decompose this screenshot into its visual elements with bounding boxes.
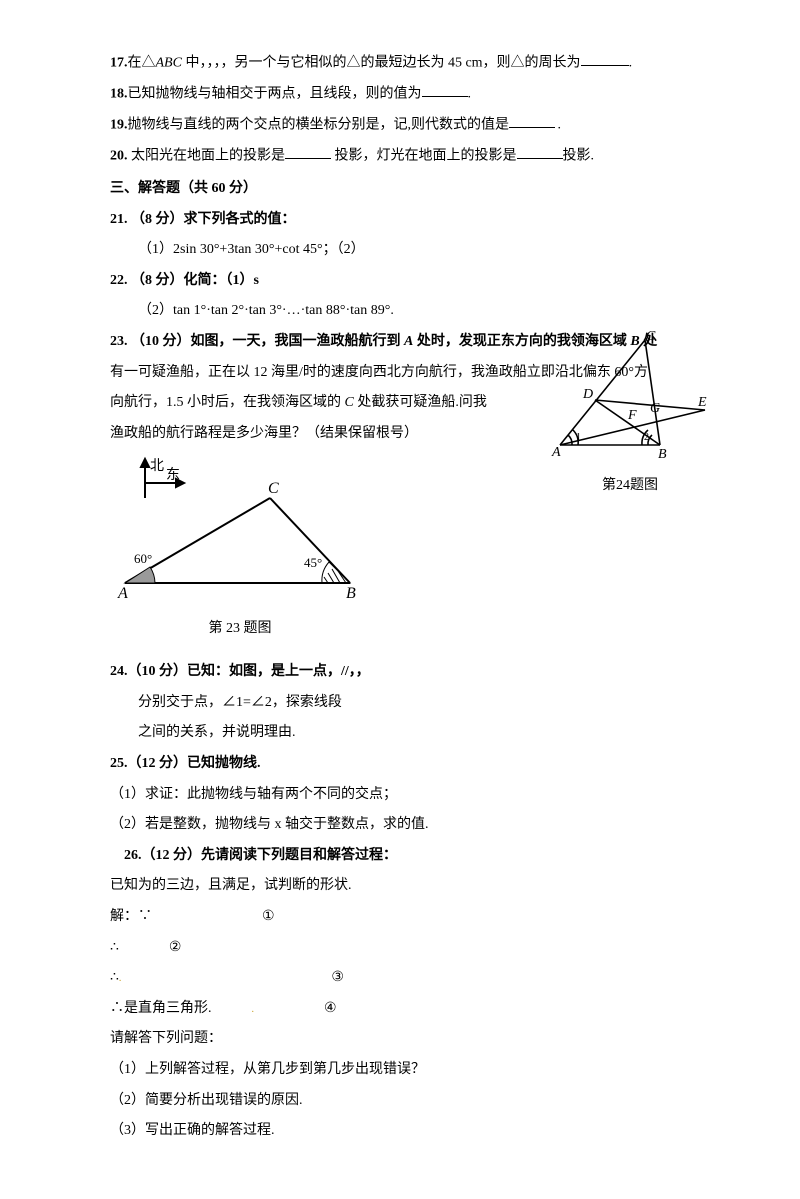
q23-line1-a: 23. （10 分）如图，一天，我国一渔政船航行到 bbox=[110, 334, 404, 349]
fig24-G: G bbox=[650, 401, 660, 416]
fig23-east: 东 bbox=[166, 467, 180, 483]
fig24-C: C bbox=[646, 330, 656, 344]
fig24-E: E bbox=[697, 395, 707, 410]
question-17: 17.在△ABC 中，，，，另一个与它相似的△的最短边长为 45 cm，则△的周… bbox=[110, 50, 710, 77]
q26-l5a: ∴ bbox=[110, 970, 119, 985]
q23-fig-row-wrapper: 向航行，1.5 小时后，在我领海区域的 C 处截获可疑渔船.问我 渔政船的航行路… bbox=[110, 390, 710, 447]
q26-line2: 已知为的三边，且满足，试判断的形状. bbox=[110, 873, 710, 900]
q19-text-b: . bbox=[558, 117, 562, 132]
q17-text-c: . bbox=[629, 55, 633, 70]
q21-line2: （1）2sin 30°+3tan 30°+cot 45°；（2） bbox=[110, 237, 710, 264]
q26-l3a: 解：∵ bbox=[110, 909, 152, 924]
q20-text-c: 投影. bbox=[563, 148, 595, 163]
q20-num: 20. bbox=[110, 148, 128, 163]
section-3-title: 三、解答题（共 60 分） bbox=[110, 176, 710, 203]
fig24-D: D bbox=[582, 387, 593, 402]
fig23-45: 45° bbox=[304, 555, 322, 570]
fig24-1: 1 bbox=[576, 432, 581, 443]
fig23-north: 北 bbox=[150, 458, 164, 474]
q22-line1: 22. （8 分）化简：（1）s bbox=[110, 268, 710, 295]
figure-row: 北 东 A bbox=[110, 453, 710, 653]
q20-text-a: 太阳光在地面上的投影是 bbox=[128, 148, 286, 163]
q23-A: A bbox=[404, 334, 413, 349]
q24-line3: 之间的关系，并说明理由. bbox=[110, 720, 710, 747]
q26-l6b: ④ bbox=[324, 1001, 337, 1016]
figure-23: 北 东 A bbox=[110, 453, 370, 642]
q26-line5: ∴.③ bbox=[110, 965, 710, 992]
q23-line3-b: 处截获可疑渔船.问我 bbox=[354, 395, 487, 410]
q26-line7: 请解答下列问题： bbox=[110, 1026, 710, 1053]
q19-num: 19. bbox=[110, 117, 128, 132]
q26-line4: ∴② bbox=[110, 935, 710, 962]
q19-blank bbox=[509, 112, 555, 128]
q18-num: 18. bbox=[110, 86, 128, 101]
q20-text-b: 投影，灯光在地面上的投影是 bbox=[331, 148, 517, 163]
q22-line2: （2）tan 1°·tan 2°·tan 3°·…·tan 88°·tan 89… bbox=[110, 298, 710, 325]
q19-text-a: 抛物线与直线的两个交点的横坐标分别是，记,则代数式的值是 bbox=[128, 117, 510, 132]
q26-line6: ∴是直角三角形..④ bbox=[110, 996, 710, 1023]
q17-num: 17. bbox=[110, 55, 128, 70]
q26-l4b: ② bbox=[169, 940, 182, 955]
q23-line3-a: 向航行，1.5 小时后，在我领海区域的 bbox=[110, 395, 345, 410]
fig24-F: F bbox=[627, 408, 637, 423]
q18-text-b: . bbox=[468, 86, 472, 101]
q17-text-a: 在△ bbox=[128, 55, 156, 70]
q26-line8: （1）上列解答过程，从第几步到第几步出现错误？ bbox=[110, 1057, 710, 1084]
q25-line1: 25.（12 分）已知抛物线. bbox=[110, 751, 710, 778]
q17-blank bbox=[581, 50, 629, 66]
fig23-A: A bbox=[117, 585, 128, 602]
q26-l5b: ③ bbox=[331, 970, 344, 985]
question-18: 18.已知抛物线与轴相交于两点，且线段，则的值为. bbox=[110, 81, 710, 108]
q26-l6a: ∴是直角三角形. bbox=[110, 1001, 212, 1016]
fig23-C: C bbox=[268, 480, 279, 497]
q21-line1: 21. （8 分）求下列各式的值： bbox=[110, 207, 710, 234]
q18-text-a: 已知抛物线与轴相交于两点，且线段，则的值为 bbox=[128, 86, 422, 101]
q26-l3b: ① bbox=[262, 909, 275, 924]
q20-blank-2 bbox=[517, 143, 563, 159]
q24-line1: 24.（10 分）已知：如图，是上一点，//，， bbox=[110, 659, 710, 686]
q18-blank bbox=[422, 81, 468, 97]
q24-line2: 分别交于点，∠1=∠2，探索线段 bbox=[110, 690, 710, 717]
q20-blank-1 bbox=[285, 143, 331, 159]
q23-C: C bbox=[345, 395, 354, 410]
figure-24-svg: A B C D E F G 1 2 bbox=[550, 330, 710, 460]
q25-line2: （1）求证：此抛物线与轴有两个不同的交点； bbox=[110, 782, 710, 809]
q26-l4a: ∴ bbox=[110, 940, 119, 955]
figure-23-svg: 北 东 A bbox=[110, 453, 370, 603]
q17-text-b: 中，，，，另一个与它相似的△的最短边长为 45 cm，则△的周长为 bbox=[182, 55, 581, 70]
q26-line10: （3）写出正确的解答过程. bbox=[110, 1118, 710, 1145]
figure-23-caption: 第 23 题图 bbox=[110, 616, 370, 643]
exam-page: 17.在△ABC 中，，，，另一个与它相似的△的最短边长为 45 cm，则△的周… bbox=[0, 0, 800, 1199]
fig24-2: 2 bbox=[644, 432, 649, 443]
question-19: 19.抛物线与直线的两个交点的横坐标分别是，记,则代数式的值是 . bbox=[110, 112, 710, 139]
q26-line1: 26.（12 分）先请阅读下列题目和解答过程： bbox=[110, 843, 710, 870]
q26-line9: （2）简要分析出现错误的原因. bbox=[110, 1088, 710, 1115]
q25-line3: （2）若是整数，抛物线与 x 轴交于整数点，求的值. bbox=[110, 812, 710, 839]
fig23-60: 60° bbox=[134, 551, 152, 566]
q17-abc: ABC bbox=[156, 55, 182, 70]
question-20: 20. 太阳光在地面上的投影是 投影，灯光在地面上的投影是 投影. bbox=[110, 143, 710, 170]
q26-line3: 解：∵ ① bbox=[110, 904, 710, 931]
fig23-B: B bbox=[346, 585, 356, 602]
